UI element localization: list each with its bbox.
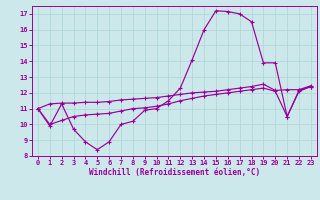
X-axis label: Windchill (Refroidissement éolien,°C): Windchill (Refroidissement éolien,°C) <box>89 168 260 177</box>
